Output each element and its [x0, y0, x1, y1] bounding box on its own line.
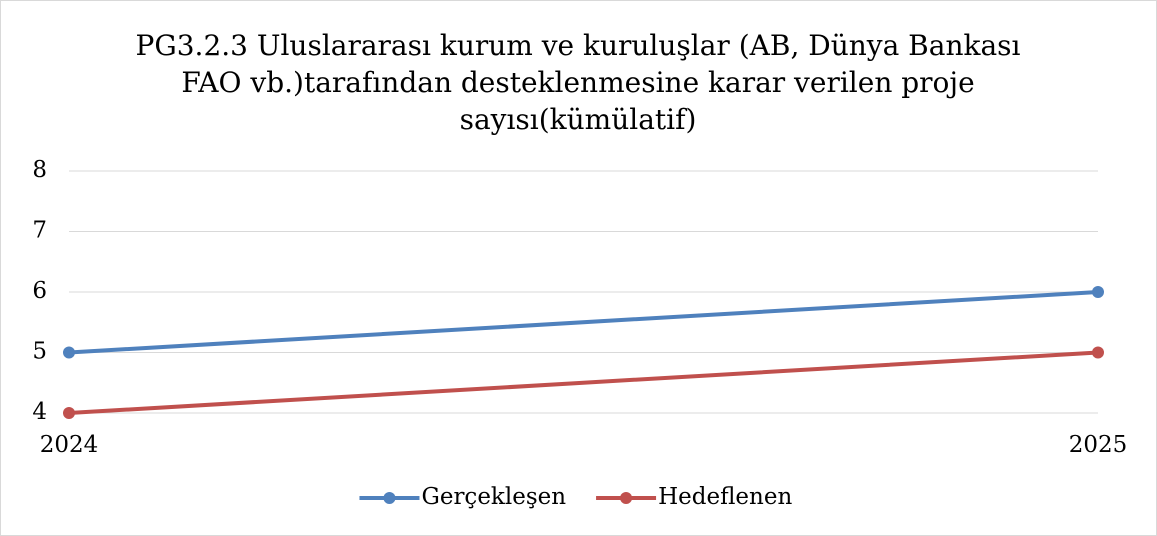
y-tick-label: 4 — [32, 399, 47, 425]
legend-marker — [620, 492, 633, 504]
data-point — [63, 346, 75, 359]
data-point — [63, 407, 75, 419]
series-line — [67, 290, 1100, 355]
data-point — [1092, 346, 1104, 359]
y-tick-label: 5 — [32, 339, 47, 365]
legend-marker — [383, 492, 396, 504]
y-tick-label: 6 — [32, 278, 47, 304]
legend-label: Gerçekleşen — [421, 484, 566, 510]
data-point — [1092, 286, 1104, 298]
chart-title: PG3.2.3 Uluslararası kurum ve kuruluşlar… — [135, 29, 1021, 136]
x-tick-label: 2024 — [40, 432, 99, 458]
y-tick-label: 8 — [32, 157, 47, 183]
y-tick-label: 7 — [32, 218, 47, 244]
legend-label: Hedeflenen — [658, 484, 792, 510]
x-tick-label: 2025 — [1069, 432, 1128, 458]
series-line — [67, 350, 1100, 415]
